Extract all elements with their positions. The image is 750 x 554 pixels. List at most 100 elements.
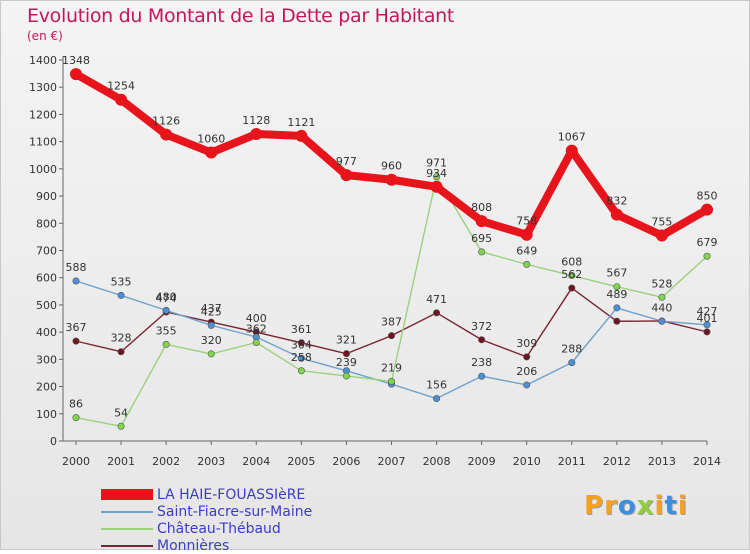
data-label: 695 <box>471 232 492 245</box>
data-label: 1121 <box>287 116 315 129</box>
data-label: 400 <box>246 312 267 325</box>
legend-label: Château-Thébaud <box>157 520 281 537</box>
data-point <box>342 372 350 380</box>
data-label: 440 <box>651 301 672 314</box>
data-point <box>568 284 576 292</box>
data-label: 755 <box>651 216 672 229</box>
legend-swatch <box>101 544 153 547</box>
data-label: 528 <box>651 277 672 290</box>
data-point <box>703 321 711 329</box>
data-label: 1060 <box>197 133 225 146</box>
data-label: 320 <box>201 334 222 347</box>
data-point <box>430 180 443 193</box>
data-label: 960 <box>381 160 402 173</box>
data-label: 258 <box>291 351 312 364</box>
x-tick-label: 2000 <box>62 455 90 468</box>
data-label: 367 <box>66 321 87 334</box>
data-point <box>162 340 170 348</box>
data-point <box>433 173 441 181</box>
data-label: 304 <box>291 338 312 351</box>
legend-entry: Château-Thébaud <box>101 520 312 537</box>
data-label: 54 <box>114 406 128 419</box>
x-tick-label: 2010 <box>513 455 541 468</box>
y-tick-label: 1000 <box>29 163 57 176</box>
data-point <box>72 337 80 345</box>
x-tick-label: 2008 <box>423 455 451 468</box>
data-label: 1348 <box>62 54 90 67</box>
data-label: 321 <box>336 334 357 347</box>
data-label: 832 <box>606 195 627 208</box>
data-label: 86 <box>69 398 83 411</box>
data-point <box>478 336 486 344</box>
data-label: 362 <box>246 322 267 335</box>
data-label: 355 <box>156 324 177 337</box>
data-label: 1128 <box>242 114 270 127</box>
logo-letter: t <box>664 491 678 521</box>
data-label: 480 <box>156 290 177 303</box>
data-label: 474 <box>156 292 177 305</box>
data-point <box>387 377 395 385</box>
data-point <box>658 317 666 325</box>
data-label: 239 <box>336 356 357 369</box>
logo-letter: i <box>677 491 688 521</box>
data-label: 437 <box>201 302 222 315</box>
data-label: 425 <box>201 305 222 318</box>
data-label: 758 <box>516 215 537 228</box>
data-label: 288 <box>561 343 582 356</box>
data-point <box>478 372 486 380</box>
data-label: 206 <box>516 365 537 378</box>
y-tick-label: 900 <box>36 190 57 203</box>
data-label: 309 <box>516 337 537 350</box>
data-point <box>297 339 305 347</box>
x-tick-label: 2005 <box>287 455 315 468</box>
data-point <box>703 328 711 336</box>
data-label: 1254 <box>107 80 135 93</box>
legend: LA HAIE-FOUASSIèRE Saint-Fiacre-sur-Maine… <box>101 486 312 554</box>
data-point <box>385 173 398 186</box>
data-label: 608 <box>561 256 582 269</box>
data-point <box>342 350 350 358</box>
y-tick-label: 600 <box>36 272 57 285</box>
y-tick-label: 1300 <box>29 81 57 94</box>
y-tick-label: 1400 <box>29 54 57 67</box>
legend-label: Monnières <box>157 537 230 554</box>
x-tick-label: 2014 <box>693 455 721 468</box>
x-tick-label: 2013 <box>648 455 676 468</box>
data-point <box>205 146 218 159</box>
x-tick-label: 2002 <box>152 455 180 468</box>
data-point <box>252 338 260 346</box>
data-point <box>117 291 125 299</box>
data-point <box>610 208 623 221</box>
data-point <box>701 203 713 216</box>
data-point <box>297 367 305 375</box>
legend-entry: Saint-Fiacre-sur-Maine <box>101 503 312 520</box>
legend-label: Saint-Fiacre-sur-Maine <box>157 503 313 520</box>
data-label: 934 <box>426 167 447 180</box>
data-label: 471 <box>426 293 447 306</box>
logo-letter: i <box>654 491 665 521</box>
data-label: 679 <box>697 236 718 249</box>
data-label: 1067 <box>558 131 586 144</box>
data-point <box>115 93 128 106</box>
legend-swatch <box>101 488 153 501</box>
legend-swatch <box>101 527 153 530</box>
data-label: 156 <box>426 379 447 392</box>
data-label: 219 <box>381 361 402 374</box>
data-label: 535 <box>111 275 132 288</box>
y-tick-label: 200 <box>36 381 57 394</box>
logo-letter: r <box>604 491 618 521</box>
y-tick-label: 0 <box>50 435 57 448</box>
legend-entry: Monnières <box>101 537 312 554</box>
data-point <box>207 350 215 358</box>
y-tick-label: 500 <box>36 299 57 312</box>
data-point <box>613 304 621 312</box>
data-point <box>523 260 531 268</box>
data-point <box>433 395 441 403</box>
data-point <box>523 381 531 389</box>
data-label: 401 <box>697 312 718 325</box>
data-point <box>160 128 173 141</box>
data-point <box>655 229 668 242</box>
data-label: 588 <box>66 261 87 274</box>
data-point <box>523 353 531 361</box>
